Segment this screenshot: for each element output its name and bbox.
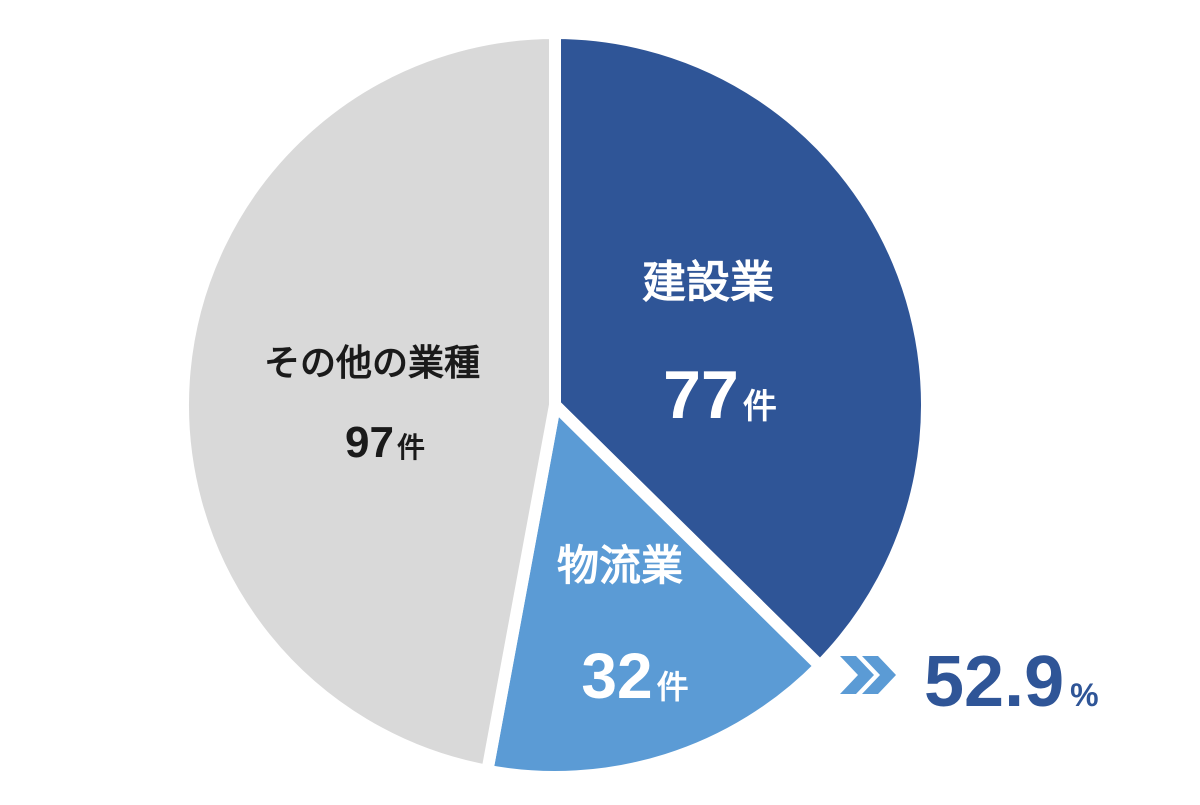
slice-unit-construction: 件	[743, 387, 777, 427]
svg-text:77件: 77 件	[663, 357, 777, 433]
slice-value-logistics: 32	[581, 640, 652, 712]
slice-label-logistics-name: 物流業	[557, 541, 683, 590]
slice-label-construction-name: 建設業	[642, 257, 774, 308]
slice-unit-other: 件	[397, 431, 425, 464]
slice-label-other: その他の業種 97 件	[264, 343, 480, 467]
highlight-percentage-value: 52.9	[924, 642, 1064, 722]
highlight-callout: 52.9%	[840, 642, 1099, 722]
slice-label-logistics: 物流業 32 件	[557, 541, 689, 712]
slice-label-construction: 建設業 77 件	[642, 257, 777, 433]
pie-slice-other	[177, 26, 561, 778]
slice-value-other: 97	[345, 418, 394, 467]
svg-text:97件: 97 件	[345, 418, 425, 467]
slice-unit-logistics: 件	[657, 668, 689, 706]
double-chevron-right-icon	[840, 656, 896, 694]
pie-slice-construction	[549, 26, 933, 675]
svg-text:52.9%: 52.9%	[924, 642, 1099, 722]
slice-label-other-name: その他の業種	[264, 343, 480, 384]
highlight-percentage-unit: %	[1070, 677, 1098, 713]
pie-slice-logistics	[480, 392, 829, 783]
slice-value-construction: 77	[663, 357, 739, 433]
pie-slices	[177, 26, 933, 783]
svg-text:32件: 32 件	[581, 640, 688, 712]
